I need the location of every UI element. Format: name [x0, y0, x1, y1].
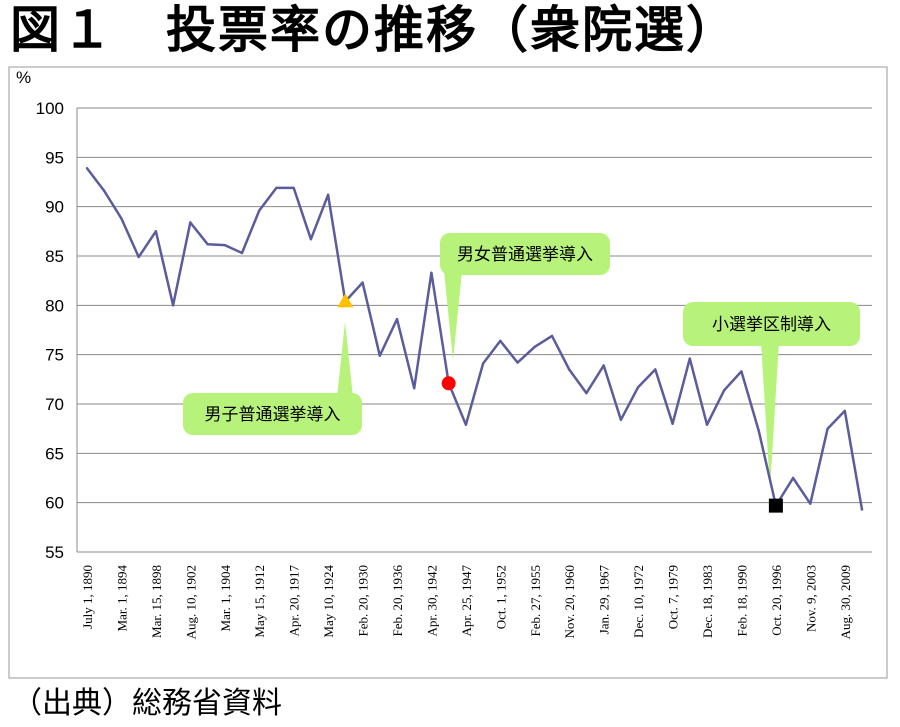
data-point	[654, 368, 657, 371]
data-point	[154, 230, 158, 233]
y-tick-label: 75	[45, 346, 64, 365]
annotation-label: 男女普通選挙導入	[457, 245, 593, 265]
chart-title: 図１ 投票率の推移（衆院選）	[10, 1, 738, 59]
y-tick-label: 90	[45, 198, 64, 217]
y-tick-label: 55	[45, 543, 64, 562]
data-point	[723, 388, 726, 392]
x-tick-label: May 15, 1912	[252, 565, 267, 638]
data-point	[826, 427, 829, 430]
x-tick-label: Feb. 20, 1936	[390, 565, 405, 637]
data-point	[809, 502, 812, 505]
data-point	[481, 362, 485, 365]
data-point	[309, 238, 313, 241]
x-tick-label: Apr. 20, 1917	[287, 565, 302, 637]
data-point	[430, 271, 433, 274]
x-tick-label: Dec. 18, 1983	[700, 565, 715, 638]
x-tick-label: Aug. 30, 2009	[838, 565, 853, 639]
x-tick-label: Nov. 9, 2003	[803, 565, 818, 632]
data-point	[619, 418, 623, 421]
data-point	[206, 242, 209, 246]
x-tick-label: May 10, 1924	[321, 565, 336, 638]
callout-tail	[761, 342, 779, 488]
data-point	[85, 166, 89, 170]
x-tick-label: Apr. 25, 1947	[459, 565, 474, 637]
annotation-label: 小選挙区制導入	[712, 315, 831, 335]
circle-marker	[441, 376, 456, 391]
data-point	[258, 209, 261, 212]
x-tick-label: Aug. 10, 1902	[183, 565, 198, 639]
callout-box	[440, 233, 610, 275]
x-tick-label: Dec. 10, 1972	[631, 565, 646, 638]
data-point	[740, 370, 743, 373]
x-tick-label: Apr. 30, 1942	[424, 565, 439, 637]
x-tick-label: Nov. 20, 1960	[562, 565, 577, 639]
square-marker	[768, 498, 783, 513]
data-point	[137, 255, 140, 259]
data-point	[292, 186, 295, 190]
annotation-label: 男子普通選挙導入	[205, 405, 341, 425]
y-tick-label: 65	[45, 444, 64, 463]
y-tick-label: 80	[45, 296, 64, 315]
data-point	[843, 409, 846, 413]
data-point	[636, 386, 640, 389]
y-tick-label: 85	[45, 247, 64, 266]
x-tick-label: Feb. 20, 1930	[356, 565, 371, 637]
data-point	[326, 193, 330, 197]
x-tick-label: Mar. 1, 1894	[114, 565, 129, 632]
x-tick-label: Oct. 1, 1952	[493, 565, 508, 629]
x-axis: July 1, 1890 Mar. 1, 1894 Mar. 15, 1898 Aug…	[80, 565, 853, 640]
x-tick-label: Jan. 29, 1967	[597, 565, 612, 635]
y-tick-label: 70	[45, 395, 64, 414]
x-tick-label: Oct. 7, 1979	[666, 565, 681, 629]
callout-tail	[444, 271, 462, 360]
data-point	[499, 339, 502, 343]
data-point	[533, 345, 536, 348]
data-point	[120, 217, 123, 220]
data-point	[602, 364, 605, 367]
turnout-line-chart: 55 60 65 70 75 80 85 90 95 100 % July 1, 1890 Mar.…	[8, 66, 888, 679]
y-tick-label: 60	[45, 494, 64, 513]
y-tick-label: 95	[45, 148, 64, 167]
data-point	[378, 354, 381, 357]
data-point	[568, 368, 571, 371]
data-point	[705, 423, 709, 426]
data-point	[860, 508, 864, 511]
source-note: （出典）総務省資料	[12, 686, 282, 721]
data-point	[223, 243, 226, 247]
x-tick-label: Feb. 27, 1955	[528, 565, 543, 637]
data-point	[585, 391, 588, 395]
x-tick-label: Oct. 20, 1996	[769, 565, 784, 636]
data-point	[395, 317, 399, 321]
y-axis-unit-label: %	[16, 68, 31, 87]
data-point	[240, 251, 244, 255]
x-tick-label: Mar. 1, 1904	[218, 565, 233, 632]
data-point	[464, 423, 468, 426]
x-tick-label: Feb. 18, 1990	[734, 565, 749, 637]
data-point	[671, 422, 674, 425]
callout-box	[183, 393, 362, 435]
data-point	[189, 221, 192, 224]
data-point	[275, 186, 278, 190]
y-axis: 55 60 65 70 75 80 85 90 95 100	[36, 99, 78, 562]
data-point	[757, 429, 760, 432]
callout-tail	[337, 322, 353, 397]
data-point	[516, 361, 519, 364]
data-point	[413, 387, 416, 390]
data-point	[361, 281, 364, 284]
callout-box	[683, 302, 860, 346]
turnout-series-line	[86, 167, 864, 510]
data-point	[103, 189, 106, 193]
data-point	[791, 476, 795, 480]
event-markers	[337, 293, 783, 513]
data-point	[550, 334, 554, 338]
x-tick-label: July 1, 1890	[80, 565, 95, 629]
triangle-marker	[337, 293, 354, 308]
data-point	[171, 304, 175, 307]
y-tick-label: 100	[36, 99, 64, 118]
data-point	[688, 357, 691, 360]
x-tick-label: Mar. 15, 1898	[149, 565, 164, 638]
